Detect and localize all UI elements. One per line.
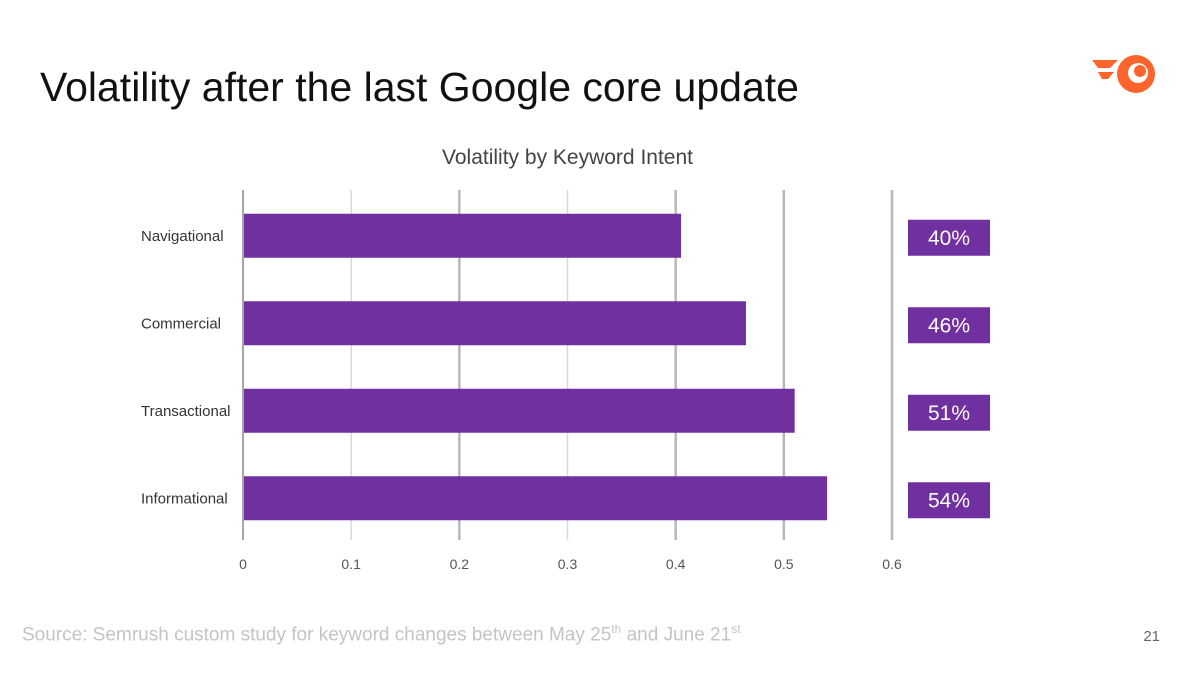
slide-title: Volatility after the last Google core up…	[40, 64, 799, 110]
semrush-logo-icon	[1092, 55, 1155, 93]
x-tick-label: 0.1	[341, 556, 361, 572]
value-label: 46%	[928, 314, 970, 337]
value-badge	[908, 482, 990, 519]
category-label: Navigational	[141, 228, 224, 245]
category-label: Transactional	[141, 403, 231, 420]
source-note: Source: Semrush custom study for keyword…	[22, 622, 741, 646]
value-badge	[908, 307, 990, 344]
bar	[244, 213, 682, 258]
category-label: Commercial	[141, 315, 221, 332]
source-sup-th: th	[611, 622, 622, 636]
value-label: 54%	[928, 489, 970, 512]
x-tick-label: 0.4	[666, 556, 686, 572]
category-label: Informational	[141, 490, 228, 507]
x-tick-label: 0	[239, 556, 247, 572]
chart-title: Volatility by Keyword Intent	[442, 146, 693, 169]
value-label: 51%	[928, 402, 970, 425]
x-tick-label: 0.2	[450, 556, 470, 572]
value-label: 40%	[928, 227, 970, 250]
source-text-middle: and June 21	[621, 624, 732, 646]
value-badge	[908, 394, 990, 431]
x-tick-label: 0.6	[882, 556, 902, 572]
value-badge	[908, 219, 990, 256]
x-tick-label: 0.3	[558, 556, 578, 572]
page-number: 21	[1143, 628, 1160, 645]
x-tick-label: 0.5	[774, 556, 794, 572]
bar	[244, 388, 795, 433]
source-text-prefix: Source: Semrush custom study for keyword…	[22, 624, 612, 646]
bar	[244, 476, 828, 521]
bar	[244, 301, 746, 346]
source-sup-st: st	[731, 622, 741, 636]
